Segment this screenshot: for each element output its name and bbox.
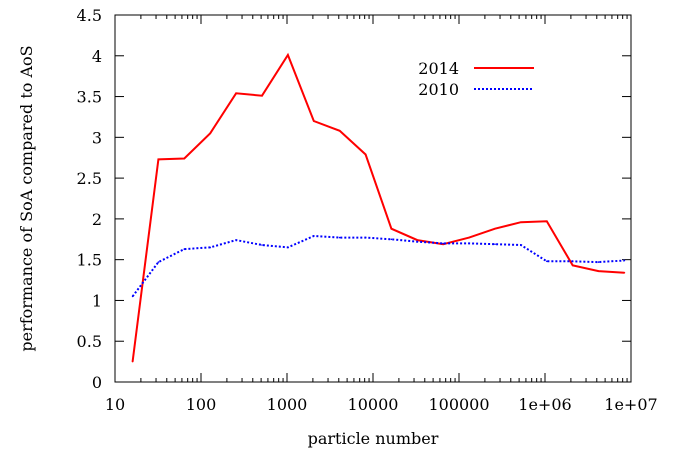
x-tick-label: 10000 xyxy=(348,395,399,414)
data-point-2010 xyxy=(623,259,626,262)
data-point-2010 xyxy=(209,246,211,249)
series-layer xyxy=(131,52,626,363)
data-point-2010 xyxy=(520,244,522,246)
y-axis-label: performance of SoA compared to AoS xyxy=(17,45,36,351)
data-point-2014 xyxy=(157,158,160,161)
data-point-2014 xyxy=(546,220,548,223)
data-point-2014 xyxy=(364,153,367,156)
x-tick-label: 1000 xyxy=(267,395,308,414)
series-line-2014 xyxy=(131,52,625,362)
data-point-2014 xyxy=(571,264,574,267)
y-tick-label: 2.5 xyxy=(77,169,102,188)
data-point-2010 xyxy=(364,236,367,239)
data-point-2010 xyxy=(416,240,419,243)
y-tick-label: 4.5 xyxy=(77,6,102,25)
y-tick-label: 4 xyxy=(92,47,102,66)
data-point-2010 xyxy=(131,295,134,298)
data-point-2010 xyxy=(183,248,186,250)
data-point-2014 xyxy=(597,270,600,272)
ticks-layer: 0 0.5 1 1.5 2 2.5 3 3.5 4 4.5 10 100 1000 10000 100000… xyxy=(77,6,658,414)
legend-label-2010: 2010 xyxy=(418,80,459,99)
data-point-2010 xyxy=(494,243,496,245)
y-tick-label: 3.5 xyxy=(77,88,102,107)
y-tick-label: 2 xyxy=(92,210,102,229)
data-point-2014 xyxy=(494,227,496,230)
x-axis-label: particle number xyxy=(308,429,439,448)
x-tick-label: 1e+06 xyxy=(518,395,571,414)
data-point-2010 xyxy=(338,236,341,239)
data-point-2014 xyxy=(338,130,341,132)
data-point-2014 xyxy=(390,227,393,230)
data-point-2010 xyxy=(442,242,445,245)
data-point-2010 xyxy=(287,246,289,249)
y-tick-label: 1.5 xyxy=(77,251,102,270)
data-point-2014 xyxy=(209,132,211,135)
y-tick-label: 0.5 xyxy=(77,332,102,351)
data-point-2014 xyxy=(261,94,263,97)
y-tick-label: 1 xyxy=(92,291,102,310)
data-point-2010 xyxy=(546,260,548,263)
data-point-2010 xyxy=(313,235,315,237)
data-point-2010 xyxy=(261,244,263,246)
data-point-2014 xyxy=(520,221,522,223)
x-tick-label: 10 xyxy=(105,395,125,414)
x-tick-label: 100000 xyxy=(428,395,489,414)
data-point-2014 xyxy=(183,157,186,160)
legend: 2014 2010 xyxy=(418,59,534,99)
y-tick-label: 3 xyxy=(92,128,102,147)
data-point-2010 xyxy=(571,260,574,263)
data-point-2010 xyxy=(235,239,237,241)
data-point-2014 xyxy=(287,54,289,56)
y-tick-label: 0 xyxy=(92,373,102,392)
data-point-2014 xyxy=(468,236,470,239)
data-point-2010 xyxy=(468,242,470,245)
series-line-2010 xyxy=(131,234,625,298)
plot-frame xyxy=(114,14,632,383)
x-tick-label: 1e+07 xyxy=(604,395,657,414)
data-point-2014 xyxy=(416,239,419,241)
data-point-2014 xyxy=(131,360,134,363)
data-point-2010 xyxy=(390,238,393,241)
data-point-2014 xyxy=(235,92,237,95)
data-point-2014 xyxy=(623,271,626,274)
x-tick-label: 100 xyxy=(186,395,217,414)
data-point-2010 xyxy=(157,261,160,263)
data-point-2010 xyxy=(597,261,600,263)
data-point-2014 xyxy=(313,120,315,122)
legend-label-2014: 2014 xyxy=(418,59,459,78)
